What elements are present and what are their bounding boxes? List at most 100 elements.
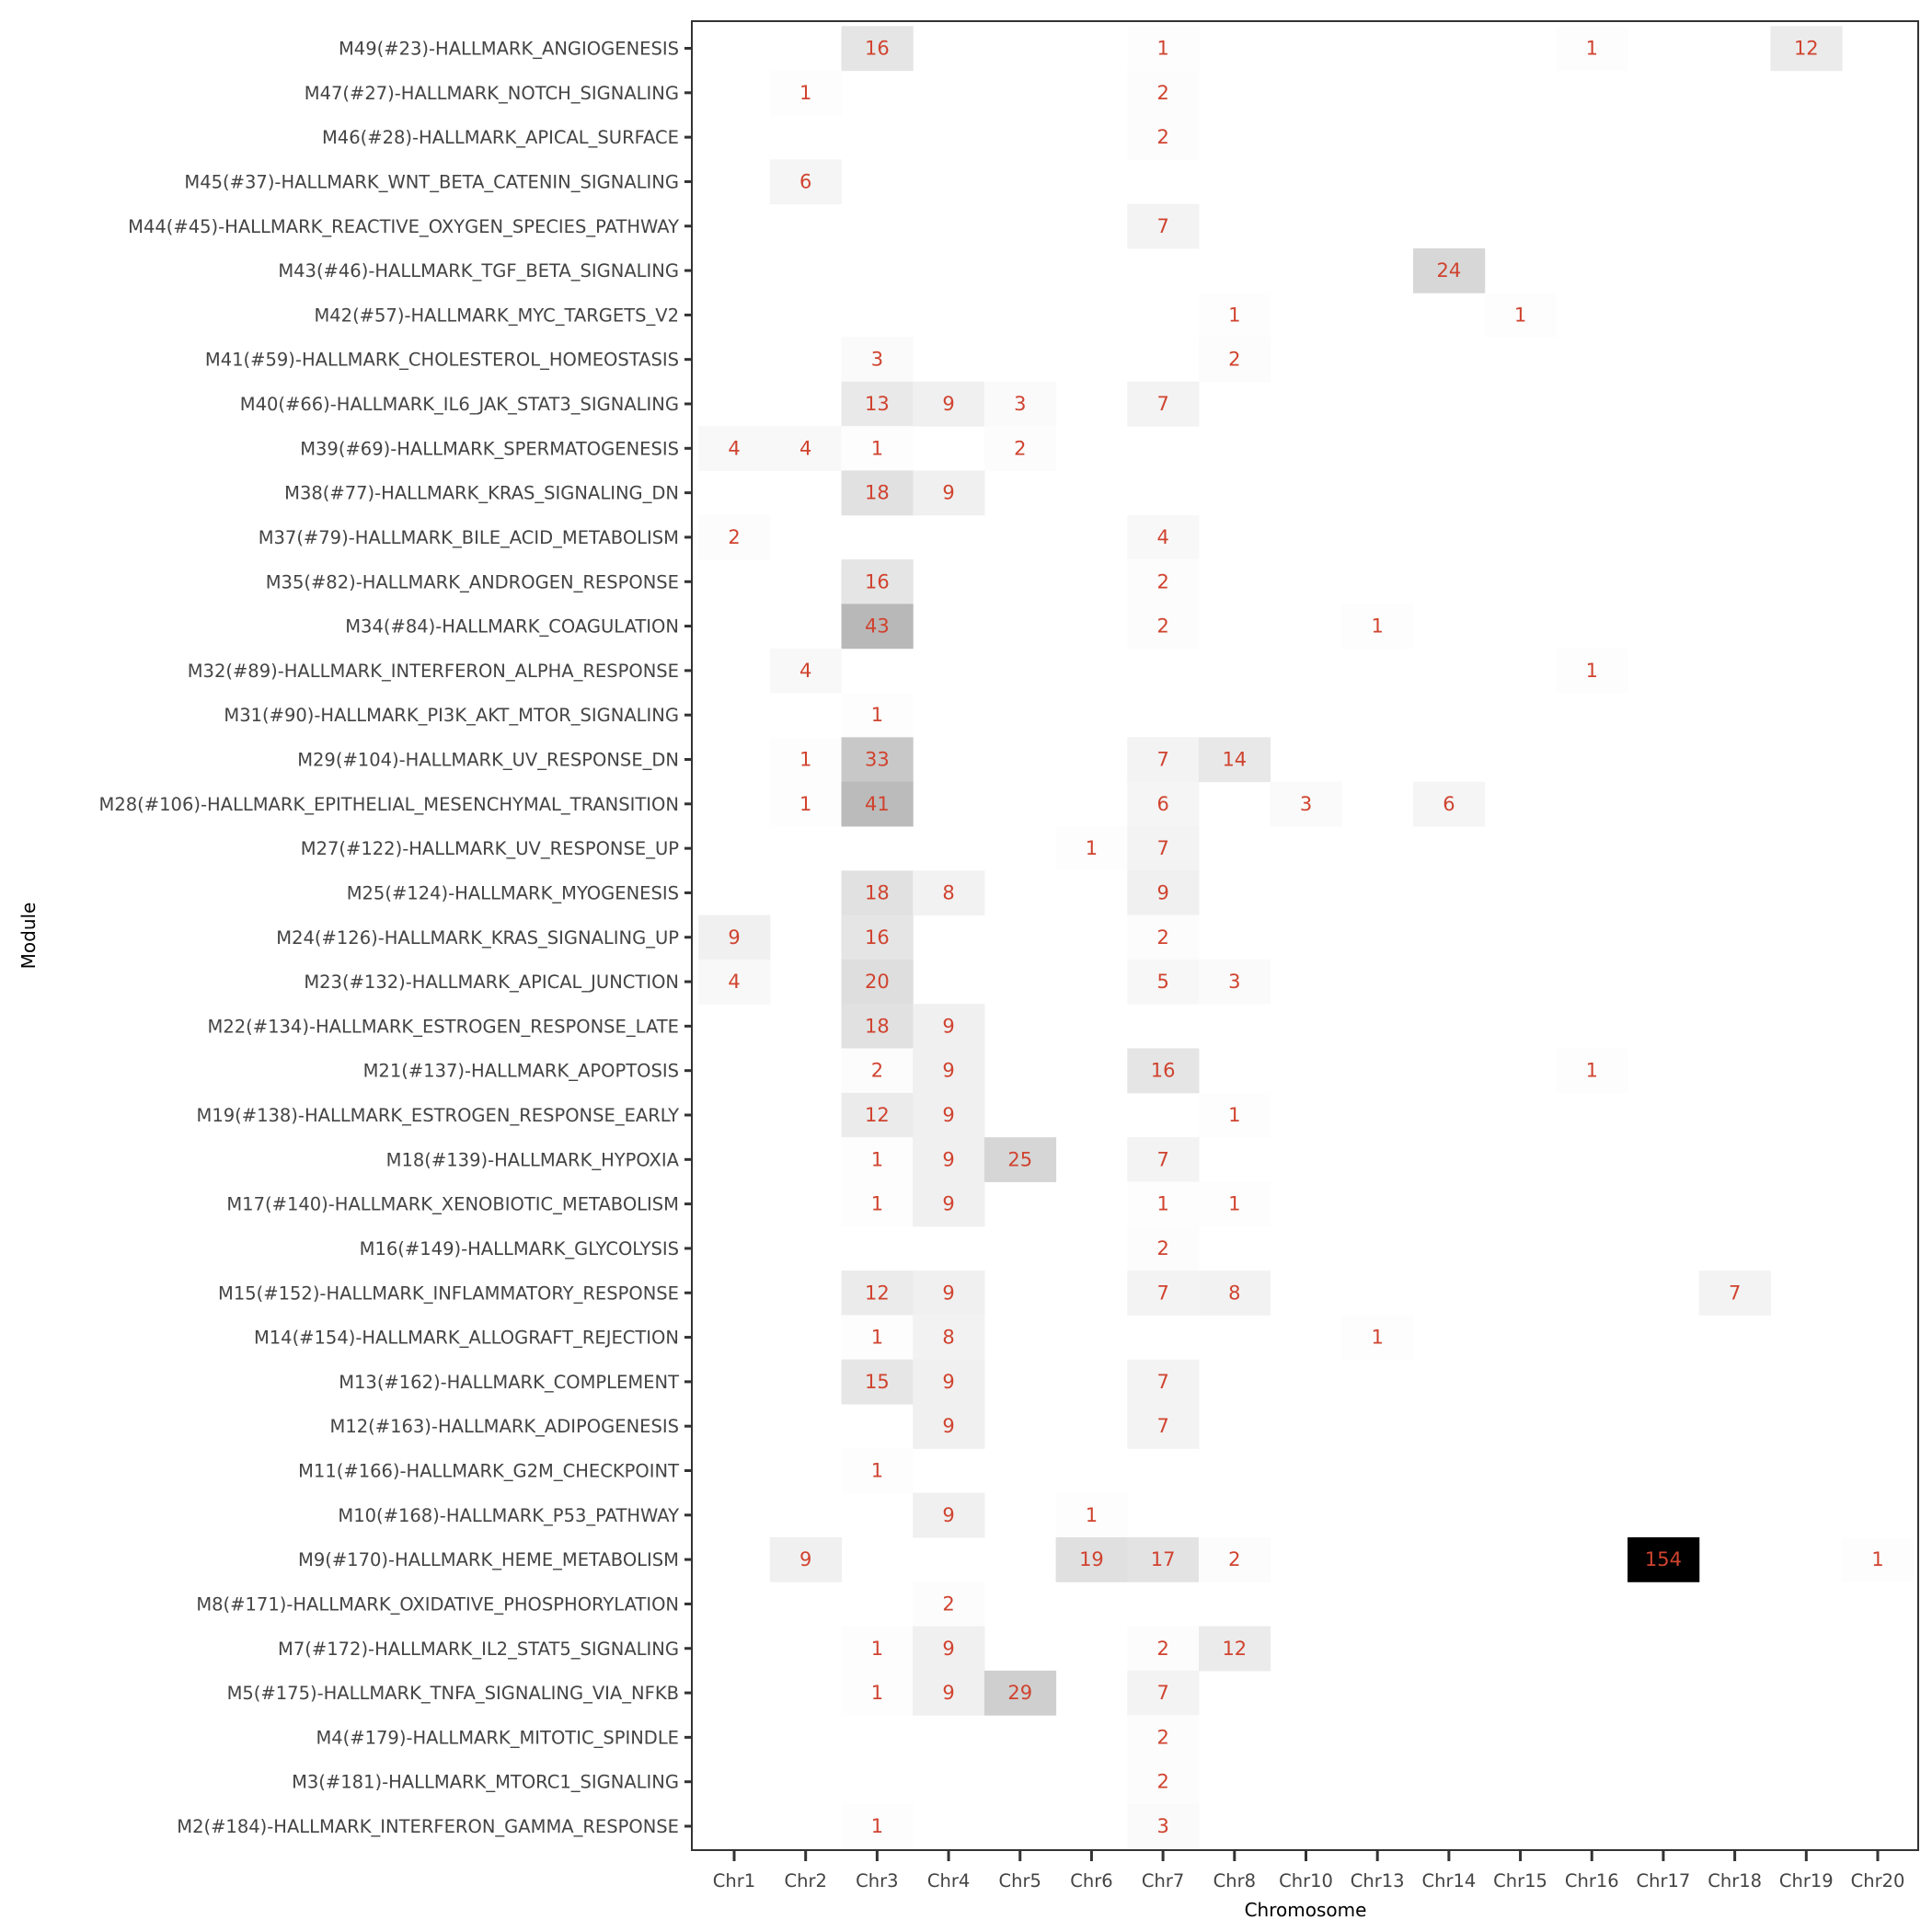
y-tick-label: M15(#152)-HALLMARK_INFLAMMATORY_RESPONSE xyxy=(218,1282,679,1304)
y-tick-label: M22(#134)-HALLMARK_ESTROGEN_RESPONSE_LAT… xyxy=(208,1016,679,1037)
cell-value-label: 9 xyxy=(799,1548,811,1570)
heatmap-cell xyxy=(1127,1048,1200,1094)
heatmap-cell xyxy=(841,337,914,383)
heatmap-cell xyxy=(841,1448,914,1494)
heatmap-cell xyxy=(769,159,843,205)
y-tick-label: M35(#82)-HALLMARK_ANDROGEN_RESPONSE xyxy=(266,571,679,592)
x-tick-label: Chr4 xyxy=(927,1870,970,1892)
heatmap-cell xyxy=(1127,114,1200,160)
heatmap-cell xyxy=(913,870,985,916)
cell-value-label: 1 xyxy=(1514,304,1526,326)
y-tick-label: M3(#181)-HALLMARK_MTORC1_SIGNALING xyxy=(292,1772,679,1793)
heatmap-cell xyxy=(1127,514,1200,560)
y-tick-label: M29(#104)-HALLMARK_UV_RESPONSE_DN xyxy=(297,750,679,771)
heatmap-cell xyxy=(841,604,914,650)
heatmap-cell xyxy=(1127,1715,1200,1761)
heatmap-cell xyxy=(841,1048,914,1094)
y-axis-title: Module xyxy=(17,903,40,970)
y-tick-label: M12(#163)-HALLMARK_ADIPOGENESIS xyxy=(330,1416,680,1437)
heatmap-cell xyxy=(913,470,985,516)
cell-value-label: 1 xyxy=(799,749,811,771)
cell-value-label: 16 xyxy=(865,926,890,949)
heatmap-cell xyxy=(1127,1670,1200,1716)
cell-value-label: 7 xyxy=(1156,1415,1168,1437)
x-tick-label: Chr10 xyxy=(1279,1870,1333,1892)
cell-value-label: 2 xyxy=(1156,126,1168,148)
heatmap-cell xyxy=(1413,781,1486,827)
y-tick-label: M11(#166)-HALLMARK_G2M_CHECKPOINT xyxy=(298,1461,679,1482)
heatmap-cell xyxy=(1127,914,1200,960)
cell-value-label: 20 xyxy=(865,971,890,993)
heatmap-cell xyxy=(769,648,843,694)
heatmap-cell xyxy=(1198,737,1271,783)
cell-value-label: 2 xyxy=(1156,1237,1168,1259)
heatmap-cell xyxy=(1627,1536,1700,1582)
cell-value-label: 12 xyxy=(1222,1638,1247,1660)
cell-value-label: 12 xyxy=(865,1104,890,1126)
y-tick-label: M47(#27)-HALLMARK_NOTCH_SIGNALING xyxy=(305,83,679,104)
heatmap-cell xyxy=(1127,959,1200,1005)
heatmap-cell xyxy=(841,470,914,516)
cell-value-label: 7 xyxy=(1156,1682,1168,1704)
cell-value-label: 12 xyxy=(1794,38,1819,60)
cell-value-label: 43 xyxy=(865,615,890,638)
y-tick-label: M38(#77)-HALLMARK_KRAS_SIGNALING_DN xyxy=(284,483,679,504)
cell-value-label: 1 xyxy=(1156,38,1168,60)
heatmap-cell xyxy=(983,381,1057,427)
heatmap-cell xyxy=(913,1048,985,1094)
cell-value-label: 8 xyxy=(1228,1282,1240,1304)
x-tick-label: Chr5 xyxy=(999,1870,1041,1892)
heatmap-cell xyxy=(1055,1492,1128,1538)
y-tick-label: M21(#137)-HALLMARK_APOPTOSIS xyxy=(363,1061,679,1082)
y-tick-label: M16(#149)-HALLMARK_GLYCOLYSIS xyxy=(360,1238,679,1259)
cell-value-label: 7 xyxy=(1156,215,1168,237)
y-tick-label: M4(#179)-HALLMARK_MITOTIC_SPINDLE xyxy=(316,1727,679,1748)
heatmap-cell xyxy=(841,559,914,604)
y-tick-label: M39(#69)-HALLMARK_SPERMATOGENESIS xyxy=(300,438,679,459)
heatmap-cell xyxy=(1770,26,1843,72)
heatmap-cell xyxy=(769,737,843,783)
heatmap-cell xyxy=(913,1315,985,1361)
cell-value-label: 2 xyxy=(1156,615,1168,638)
heatmap-cell xyxy=(1127,1626,1200,1672)
cell-value-label: 2 xyxy=(1156,570,1168,592)
cell-value-label: 1 xyxy=(871,1682,883,1704)
heatmap-cell xyxy=(841,1137,914,1182)
cell-value-label: 29 xyxy=(1007,1682,1032,1704)
heatmap-cell xyxy=(1341,1315,1414,1361)
y-tick-label: M28(#106)-HALLMARK_EPITHELIAL_MESENCHYMA… xyxy=(99,794,679,815)
x-tick-label: Chr17 xyxy=(1637,1870,1691,1892)
cell-value-label: 1 xyxy=(1586,38,1598,60)
heatmap-cell xyxy=(1127,1803,1200,1849)
heatmap-cell xyxy=(1127,1271,1200,1316)
heatmap-cell xyxy=(1198,959,1271,1005)
heatmap-cell xyxy=(1198,337,1271,383)
y-tick-label: M37(#79)-HALLMARK_BILE_ACID_METABOLISM xyxy=(259,527,679,548)
cell-value-label: 2 xyxy=(1156,1726,1168,1748)
cell-value-label: 9 xyxy=(942,1682,954,1704)
cell-value-label: 1 xyxy=(871,1327,883,1349)
y-tick-label: M8(#171)-HALLMARK_OXIDATIVE_PHOSPHORYLAT… xyxy=(196,1593,679,1615)
heatmap-cell xyxy=(913,1492,985,1538)
heatmap-cell xyxy=(913,1271,985,1316)
cell-value-label: 2 xyxy=(728,526,740,548)
x-axis: Chr1 Chr2 Chr3 Chr4 Chr5 Chr6 Chr7 Chr8 Chr10 Chr… xyxy=(713,1850,1904,1892)
cell-value-label: 18 xyxy=(865,881,890,903)
cell-value-label: 5 xyxy=(1156,971,1168,993)
heatmap-cell xyxy=(841,1803,914,1849)
y-tick-label: M17(#140)-HALLMARK_XENOBIOTIC_METABOLISM xyxy=(226,1194,679,1215)
heatmap-cell xyxy=(913,1404,985,1449)
x-tick-label: Chr15 xyxy=(1493,1870,1547,1892)
cell-value-label: 12 xyxy=(865,1282,890,1304)
heatmap-cell xyxy=(841,381,914,427)
x-tick-label: Chr14 xyxy=(1421,1870,1476,1892)
y-tick-label: M13(#162)-HALLMARK_COMPLEMENT xyxy=(339,1372,679,1393)
cell-value-label: 1 xyxy=(1372,615,1384,638)
cell-value-label: 1 xyxy=(871,1460,883,1482)
cell-value-label: 7 xyxy=(1156,1282,1168,1304)
cell-value-label: 9 xyxy=(728,926,740,949)
heatmap-cell xyxy=(1127,26,1200,72)
heatmap-cell xyxy=(841,693,914,738)
